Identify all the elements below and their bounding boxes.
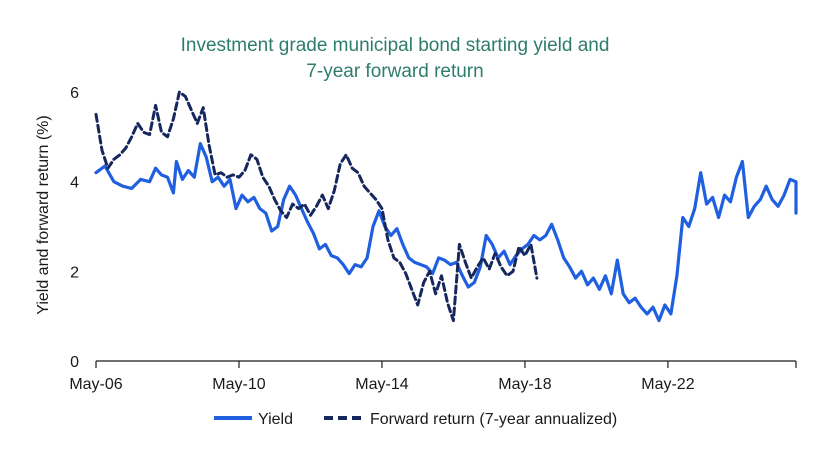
y-tick-label: 0	[70, 354, 79, 371]
legend-forward-return-label: Forward return (7-year annualized)	[370, 411, 617, 428]
series-line-yield	[94, 142, 798, 323]
x-tick-label: May-18	[498, 376, 551, 393]
y-tick-label: 4	[70, 175, 79, 192]
x-tick-label: May-06	[69, 376, 122, 393]
x-tick-label: May-10	[212, 376, 265, 393]
y-tick-label: 2	[70, 264, 79, 281]
series-lines	[94, 90, 798, 323]
chart-title-line-2: 7-year forward return	[306, 61, 483, 82]
x-tick-label: May-22	[641, 376, 694, 393]
y-tick-label: 6	[70, 85, 79, 102]
x-tick-label: May-14	[355, 376, 408, 393]
y-axis-ticks: 0 2 4 6	[70, 85, 79, 371]
series-line-forward-return	[94, 90, 539, 323]
chart-title-line-1: Investment grade municipal bond starting…	[181, 35, 610, 56]
legend-yield-label: Yield	[258, 411, 293, 428]
x-axis-ticks: May-06 May-10 May-14 May-18 May-22	[69, 361, 797, 393]
y-axis-label: Yield and forward return (%)	[35, 115, 52, 315]
legend: Yield Forward return (7-year annualized)	[214, 411, 617, 428]
